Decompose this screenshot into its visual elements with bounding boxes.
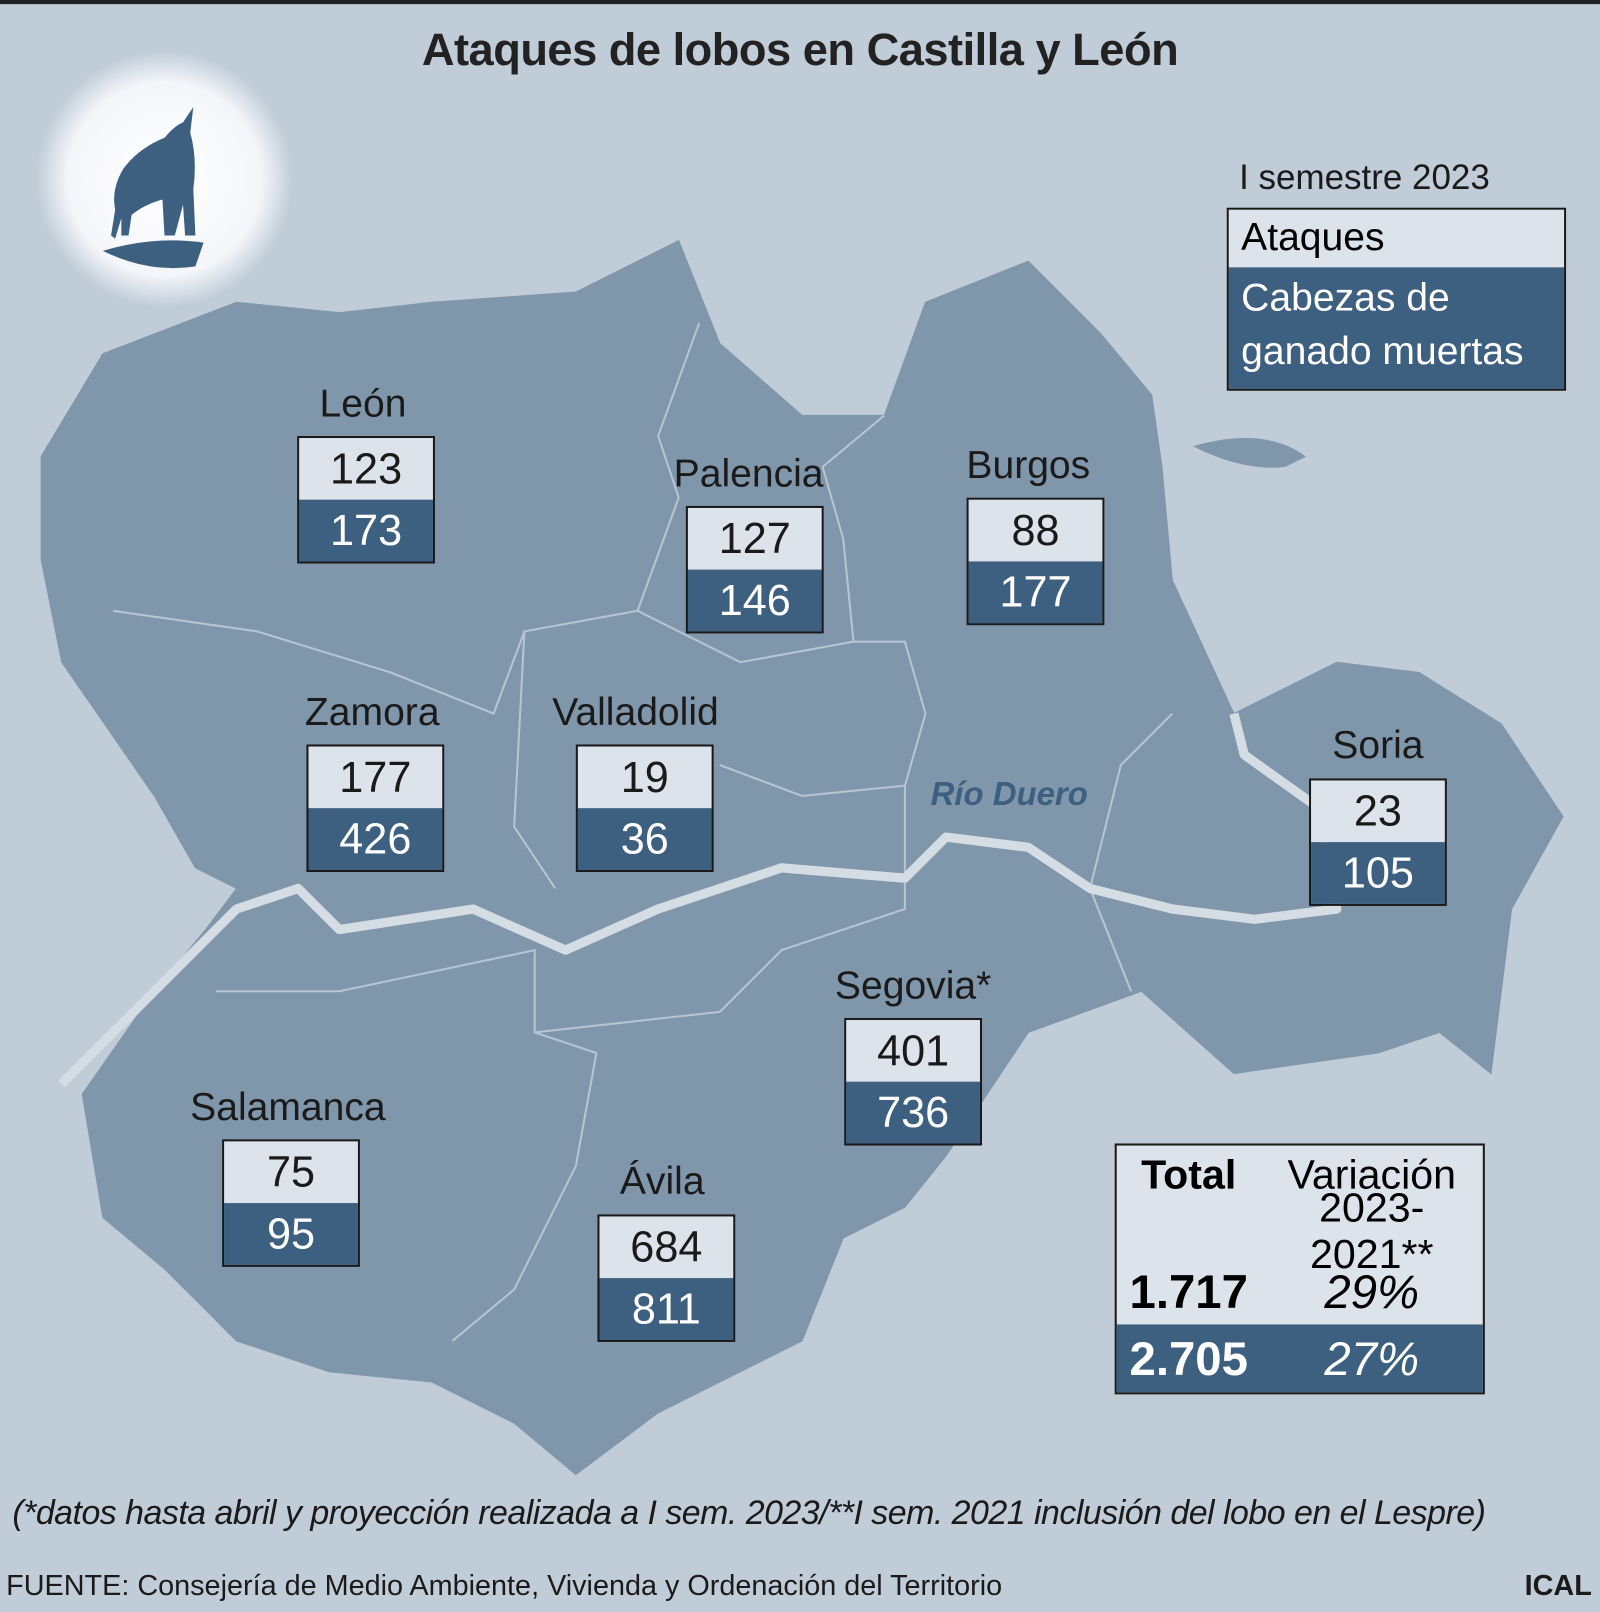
province-name-avila: Ávila — [619, 1159, 705, 1204]
province-box-leon: 123 173 — [297, 435, 435, 564]
province-name-burgos: Burgos — [966, 444, 1091, 488]
totals-livestock-row: 2.705 27% — [1116, 1324, 1483, 1393]
attacks-value: 177 — [308, 746, 443, 809]
livestock-value: 95 — [224, 1203, 358, 1265]
attacks-value: 401 — [846, 1020, 980, 1082]
attacks-value: 88 — [968, 499, 1103, 562]
livestock-value: 736 — [846, 1081, 980, 1144]
livestock-value: 811 — [599, 1278, 734, 1340]
attacks-value: 19 — [577, 746, 712, 809]
attacks-value: 75 — [224, 1141, 358, 1204]
province-name-soria: Soria — [1332, 723, 1424, 768]
attacks-total: 1.717 — [1129, 1264, 1248, 1319]
footnote: (*datos hasta abril y proyección realiza… — [12, 1493, 1486, 1532]
legend-livestock: Cabezas de ganado muertas — [1228, 267, 1565, 389]
province-box-valladolid: 19 36 — [575, 744, 714, 872]
legend: Ataques Cabezas de ganado muertas — [1226, 207, 1567, 391]
rio-duero — [58, 712, 1342, 1088]
attacks-value: 127 — [687, 507, 822, 570]
totals-header: Total Variación — [1117, 1146, 1483, 1206]
province-box-segovia: 401 736 — [844, 1018, 983, 1146]
livestock-value: 36 — [577, 808, 712, 870]
province-box-burgos: 88 177 — [966, 497, 1105, 626]
province-name-valladolid: Valladolid — [552, 691, 719, 735]
province-name-segovia: Segovia* — [834, 964, 992, 1008]
livestock-variation: 27% — [1324, 1331, 1420, 1386]
livestock-value: 177 — [968, 561, 1103, 624]
province-box-soria: 23 105 — [1309, 778, 1447, 906]
variation-period: 2023-2021** — [1309, 1185, 1434, 1278]
livestock-total: 2.705 — [1129, 1331, 1248, 1386]
province-box-avila: 684 811 — [597, 1214, 736, 1342]
attacks-value: 684 — [599, 1216, 734, 1279]
livestock-value: 105 — [1311, 842, 1445, 904]
province-borders — [112, 322, 1173, 1342]
attacks-variation: 29% — [1324, 1264, 1420, 1319]
province-name-leon: León — [319, 382, 407, 426]
total-header: Total — [1141, 1152, 1237, 1198]
attacks-value: 123 — [299, 438, 433, 500]
province-name-palencia: Palencia — [673, 452, 824, 496]
province-name-zamora: Zamora — [304, 691, 440, 735]
river-label: Río Duero — [930, 775, 1088, 813]
province-box-palencia: 127 146 — [685, 505, 824, 634]
credit: ICAL — [1524, 1569, 1592, 1602]
province-name-salamanca: Salamanca — [190, 1085, 386, 1130]
totals-box: Total Variación 2023-2021** 1.717 29% 2.70… — [1114, 1143, 1485, 1395]
howling-wolf-icon — [102, 106, 204, 269]
totals-attacks-row: 1.717 29% — [1117, 1259, 1483, 1325]
livestock-value: 146 — [687, 569, 822, 632]
attacks-value: 23 — [1311, 780, 1445, 843]
page-title: Ataques de lobos en Castilla y León — [421, 24, 1179, 76]
province-box-zamora: 177 426 — [306, 744, 445, 872]
livestock-value: 173 — [299, 499, 433, 562]
variation-header: Variación — [1287, 1152, 1456, 1198]
province-box-salamanca: 75 95 — [222, 1139, 360, 1267]
legend-period: I semestre 2023 — [1239, 158, 1490, 198]
totals-header-2: 2023-2021** — [1117, 1186, 1483, 1278]
legend-attacks: Ataques — [1228, 209, 1565, 268]
livestock-value: 426 — [308, 808, 443, 870]
enclave — [1192, 438, 1306, 468]
source: FUENTE: Consejería de Medio Ambiente, Vi… — [6, 1569, 1003, 1602]
